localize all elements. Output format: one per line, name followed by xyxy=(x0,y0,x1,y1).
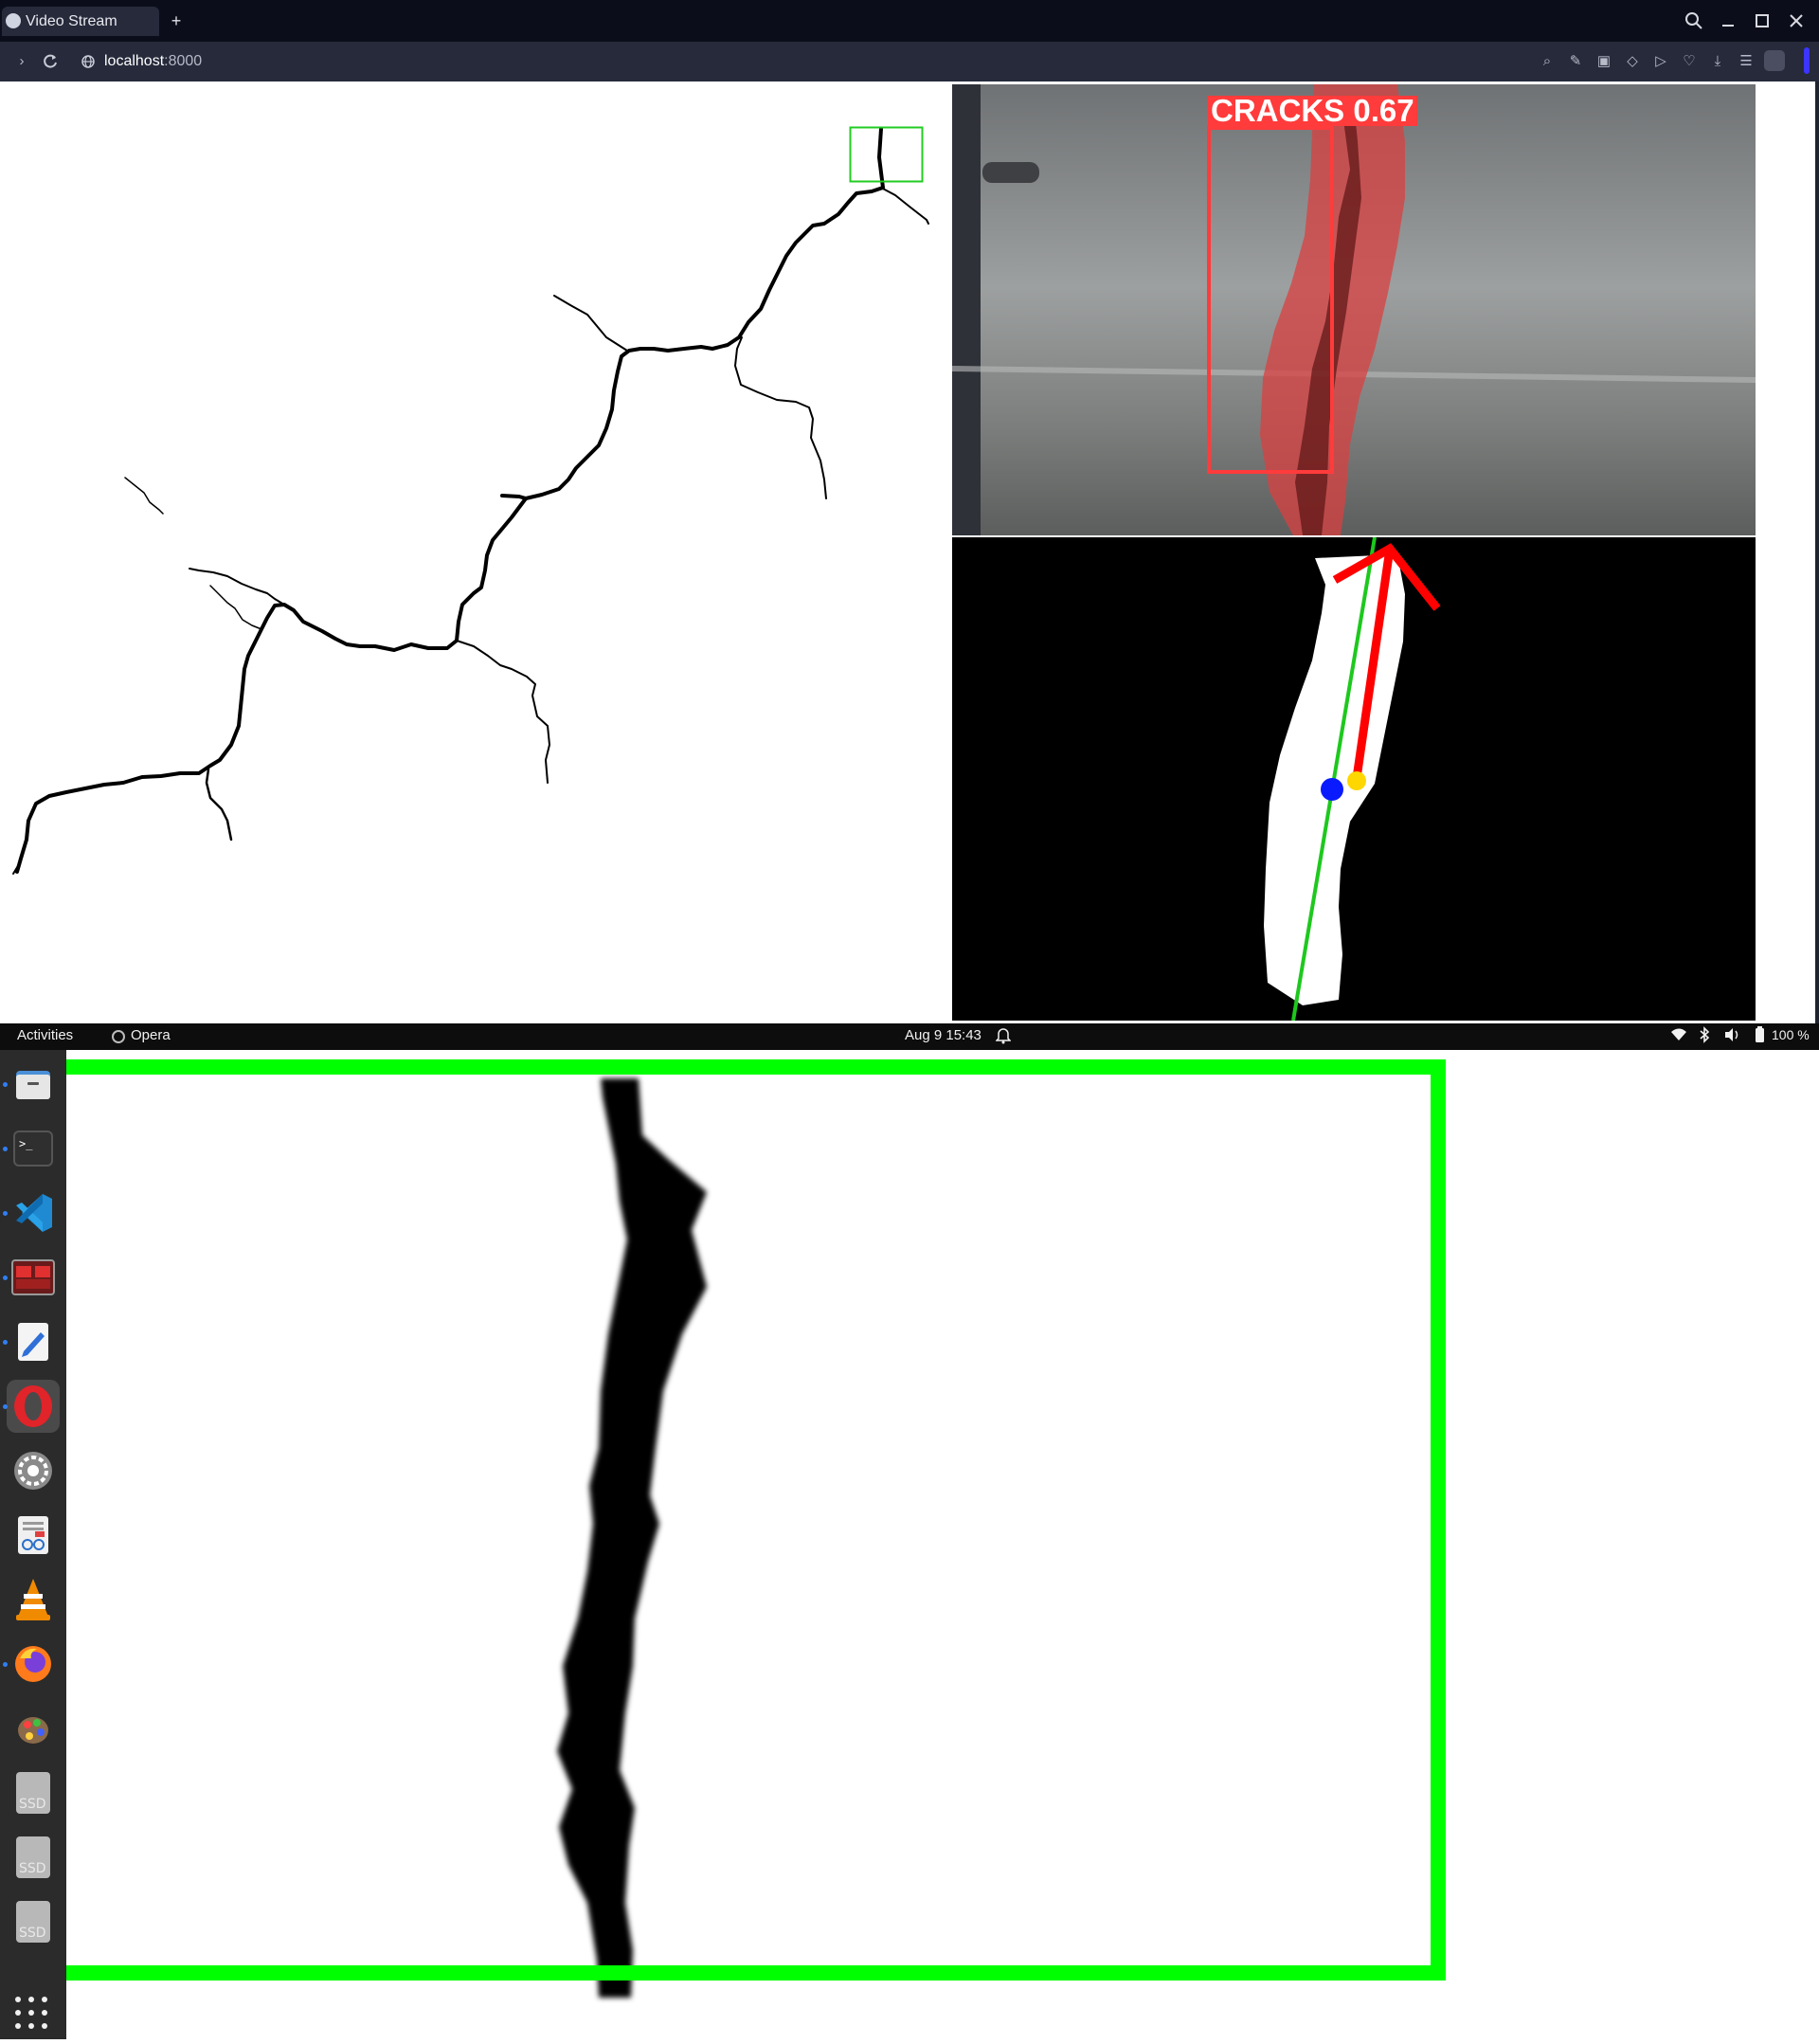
zoomed-crack-image xyxy=(557,1078,707,1998)
edit-icon[interactable]: ✎ xyxy=(1569,53,1582,69)
text-editor-icon[interactable] xyxy=(7,1315,60,1368)
ssd-drive-icon[interactable]: SSD xyxy=(7,1766,60,1819)
site-info-icon[interactable] xyxy=(78,51,99,72)
settings-icon[interactable] xyxy=(7,1444,60,1497)
crack-lines xyxy=(12,127,929,875)
forward-icon[interactable]: › xyxy=(19,53,25,69)
running-indicator xyxy=(3,1275,8,1280)
tab-title: Video Stream xyxy=(26,13,117,29)
paint-app-icon[interactable] xyxy=(7,1702,60,1755)
new-tab-button[interactable]: + xyxy=(171,11,182,30)
download-icon[interactable]: ⤓ xyxy=(1714,53,1721,69)
system-top-bar xyxy=(0,1023,1819,1050)
orientation-overlay xyxy=(1264,537,1441,1021)
files-icon[interactable] xyxy=(7,1058,60,1111)
running-indicator xyxy=(3,1340,8,1345)
play-icon[interactable]: ▷ xyxy=(1655,53,1666,69)
url-field[interactable]: localhost:8000 xyxy=(104,50,202,73)
window-edge xyxy=(1815,81,1819,1023)
running-indicator xyxy=(3,1147,8,1151)
reload-icon[interactable] xyxy=(40,51,61,72)
monitor-edge xyxy=(952,84,981,535)
heart-icon[interactable]: ♡ xyxy=(1683,53,1696,69)
running-indicator xyxy=(3,1082,8,1087)
camera-icon[interactable]: ▣ xyxy=(1596,53,1612,69)
volume-icon[interactable] xyxy=(1722,1025,1741,1048)
app-menu[interactable]: Opera xyxy=(131,1027,171,1043)
bluetooth-icon[interactable] xyxy=(1698,1025,1711,1048)
shield-icon[interactable]: ◇ xyxy=(1627,53,1638,69)
document-viewer-icon[interactable] xyxy=(7,1509,60,1562)
running-indicator xyxy=(3,1404,8,1409)
tab-video-stream[interactable]: Video Stream xyxy=(2,7,159,36)
close-icon[interactable] xyxy=(1785,9,1808,32)
ssd-label: SSD xyxy=(19,1861,46,1876)
battery-level: 100 % xyxy=(1772,1027,1810,1042)
running-indicator xyxy=(3,1211,8,1216)
url-host: localhost xyxy=(104,53,165,69)
globe-icon xyxy=(6,13,21,28)
mask-view xyxy=(952,537,1756,1021)
crack-map-image xyxy=(12,126,929,875)
ssd-label: SSD xyxy=(19,1926,46,1941)
mosaic-app-icon[interactable] xyxy=(7,1251,60,1304)
wifi-icon[interactable] xyxy=(1669,1025,1688,1048)
tip-point xyxy=(1347,771,1366,790)
arrow-head xyxy=(1332,543,1441,611)
camera-feed xyxy=(952,84,1756,535)
search-icon[interactable] xyxy=(1683,9,1705,32)
crack-shape xyxy=(557,1078,707,1998)
ssd-drive-icon[interactable]: SSD xyxy=(7,1831,60,1884)
menu-icon[interactable]: ☰ xyxy=(1739,53,1753,69)
show-apps-icon[interactable] xyxy=(13,1995,51,2033)
running-indicator xyxy=(3,1662,8,1667)
detection-box xyxy=(1207,126,1334,474)
detection-label: CRACKS 0.67 xyxy=(1208,95,1417,126)
zoom-region-box xyxy=(849,126,924,183)
profile-icon[interactable] xyxy=(1764,50,1785,71)
battery-icon[interactable] xyxy=(1751,1025,1768,1048)
address-bar xyxy=(0,42,1819,81)
sidebar-toggle[interactable] xyxy=(1804,47,1810,74)
ssd-drive-icon[interactable]: SSD xyxy=(7,1895,60,1948)
svg-text:>_: >_ xyxy=(19,1137,33,1150)
lens-search-icon[interactable]: ⌕ xyxy=(1542,53,1552,69)
activities-button[interactable]: Activities xyxy=(17,1027,74,1043)
vlc-icon[interactable] xyxy=(7,1573,60,1626)
opera-icon[interactable] xyxy=(7,1380,60,1433)
centroid-point xyxy=(1321,778,1343,801)
direction-arrow xyxy=(1352,548,1395,779)
vscode-icon[interactable] xyxy=(7,1186,60,1239)
browser-tab-bar xyxy=(0,0,1819,42)
url-port: :8000 xyxy=(164,53,203,69)
notification-icon[interactable] xyxy=(995,1025,1012,1049)
maximize-icon[interactable] xyxy=(1751,9,1774,32)
zoom-window xyxy=(66,1050,1819,2039)
opera-app-icon xyxy=(112,1030,125,1043)
crack-core xyxy=(1295,103,1361,535)
minimize-icon[interactable] xyxy=(1717,9,1739,32)
clock[interactable]: Aug 9 15:43 xyxy=(905,1027,982,1043)
ssd-label: SSD xyxy=(19,1797,46,1812)
zoom-frame xyxy=(66,1059,1446,1981)
monitor-tooltip xyxy=(982,162,1039,183)
firefox-icon[interactable] xyxy=(7,1637,60,1691)
camera-feed-overlay xyxy=(952,84,1756,535)
terminal-icon[interactable]: >_ xyxy=(7,1122,60,1175)
